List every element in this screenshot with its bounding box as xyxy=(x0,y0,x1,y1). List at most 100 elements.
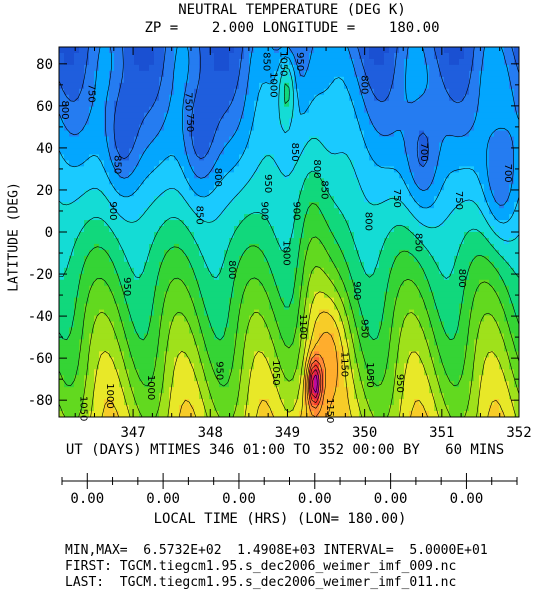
heatmap-cell xyxy=(124,309,130,317)
heatmap-cell xyxy=(254,405,260,412)
heatmap-cell xyxy=(399,88,405,96)
heatmap-cell xyxy=(144,76,150,84)
heatmap-cell xyxy=(359,369,365,376)
heatmap-cell xyxy=(384,196,390,203)
heatmap-cell xyxy=(79,309,85,317)
heatmap-cell xyxy=(439,76,445,84)
heatmap-cell xyxy=(274,154,280,161)
heatmap-cell xyxy=(159,309,165,317)
heatmap-cell xyxy=(164,309,170,317)
heatmap-cell xyxy=(439,166,445,173)
heatmap-cell xyxy=(459,118,465,126)
heatmap-cell xyxy=(299,178,305,185)
heatmap-cell xyxy=(69,399,75,406)
heatmap-cell xyxy=(254,387,260,394)
heatmap-cell xyxy=(69,178,75,185)
heatmap-cell xyxy=(274,166,280,173)
heatmap-cell xyxy=(229,136,235,144)
heatmap-cell xyxy=(259,142,265,150)
heatmap-cell xyxy=(319,136,325,144)
heatmap-cell xyxy=(369,237,375,245)
heatmap-cell xyxy=(349,148,355,156)
heatmap-cell xyxy=(84,106,90,114)
heatmap-cell xyxy=(364,130,370,138)
heatmap-cell xyxy=(284,321,290,329)
heatmap-cell xyxy=(219,106,225,114)
heatmap-cell xyxy=(299,285,305,293)
heatmap-cell xyxy=(59,285,65,293)
heatmap-cell xyxy=(294,291,300,299)
heatmap-cell xyxy=(139,327,145,335)
heatmap-cell xyxy=(124,261,130,269)
heatmap-cell xyxy=(344,202,350,209)
heatmap-cell xyxy=(434,237,440,245)
heatmap-cell xyxy=(189,88,195,96)
heatmap-cell xyxy=(344,214,350,221)
heatmap-cell xyxy=(364,142,370,150)
heatmap-cell xyxy=(94,88,100,96)
heatmap-cell xyxy=(184,357,190,364)
heatmap-cell xyxy=(304,297,310,305)
heatmap-cell xyxy=(369,202,375,209)
heatmap-cell xyxy=(239,100,245,108)
heatmap-cell xyxy=(134,47,140,54)
heatmap-cell xyxy=(89,237,95,245)
heatmap-cell xyxy=(59,297,65,305)
heatmap-cell xyxy=(379,196,385,203)
heatmap-cell xyxy=(414,88,420,96)
heatmap-cell xyxy=(119,333,125,341)
heatmap-cell xyxy=(249,58,255,66)
heatmap-cell xyxy=(234,154,240,161)
heatmap-cell xyxy=(59,47,65,54)
heatmap-cell xyxy=(419,411,425,417)
heatmap-cell xyxy=(289,196,295,203)
heatmap-cell xyxy=(124,297,130,305)
heatmap-cell xyxy=(289,315,295,323)
heatmap-cell xyxy=(104,357,110,364)
heatmap-cell xyxy=(404,357,410,364)
heatmap-cell xyxy=(199,118,205,126)
heatmap-cell xyxy=(284,226,290,233)
heatmap-cell xyxy=(179,333,185,341)
heatmap-cell xyxy=(84,339,90,346)
heatmap-cell xyxy=(139,297,145,305)
heatmap-cell xyxy=(399,387,405,394)
heatmap-cell xyxy=(449,243,455,251)
heatmap-cell xyxy=(339,130,345,138)
heatmap-cell xyxy=(314,279,320,287)
heatmap-cell xyxy=(134,130,140,138)
heatmap-cell xyxy=(159,64,165,72)
heatmap-cell xyxy=(164,76,170,84)
heatmap-cell xyxy=(129,58,135,66)
heatmap-cell xyxy=(334,393,340,400)
heatmap-cell xyxy=(264,208,270,215)
heatmap-cell xyxy=(119,64,125,72)
heatmap-cell xyxy=(254,285,260,293)
heatmap-cell xyxy=(69,363,75,370)
heatmap-cell xyxy=(159,142,165,150)
heatmap-cell xyxy=(69,232,75,239)
heatmap-cell xyxy=(204,291,210,299)
heatmap-cell xyxy=(329,405,335,412)
heatmap-cell xyxy=(294,411,300,417)
heatmap-cell xyxy=(264,202,270,209)
heatmap-cell xyxy=(354,333,360,341)
heatmap-cell xyxy=(304,70,310,78)
heatmap-cell xyxy=(154,130,160,138)
heatmap-cell xyxy=(264,369,270,376)
heatmap-cell xyxy=(414,220,420,227)
heatmap-cell xyxy=(389,47,395,54)
heatmap-cell xyxy=(454,393,460,400)
heatmap-cell xyxy=(129,375,135,382)
heatmap-cell xyxy=(314,196,320,203)
heatmap-cell xyxy=(134,351,140,358)
heatmap-cell xyxy=(359,375,365,382)
heatmap-cell xyxy=(239,196,245,203)
heatmap-cell xyxy=(354,160,360,167)
heatmap-cell xyxy=(64,142,70,150)
heatmap-cell xyxy=(444,303,450,311)
heatmap-cell xyxy=(344,399,350,406)
heatmap-cell xyxy=(449,148,455,156)
heatmap-cell xyxy=(219,393,225,400)
heatmap-cell xyxy=(324,327,330,335)
